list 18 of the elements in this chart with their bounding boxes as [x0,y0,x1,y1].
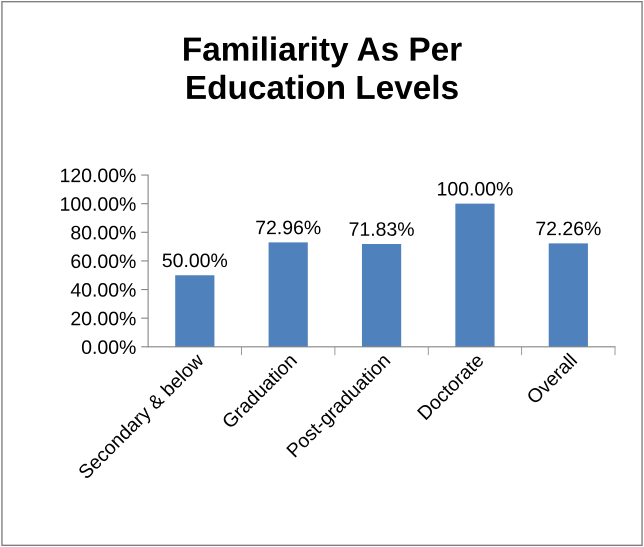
data-label: 100.00% [438,182,513,196]
data-label: 72.26% [536,222,601,236]
chart-title: Familiarity As Per Education Levels [184,36,462,100]
data-label: 71.83% [350,222,414,236]
y-tick-label: 100.00% [61,197,136,211]
bar [455,204,495,347]
bar [268,242,308,347]
data-label: 72.96% [256,220,320,234]
y-tick-label: 0.00% [82,340,136,354]
data-label: 50.00% [162,253,228,268]
y-tick-label: 20.00% [71,312,136,326]
bar [362,244,402,347]
bar [175,275,214,347]
y-tick-label: 80.00% [71,226,136,240]
y-tick-label: 120.00% [61,168,136,182]
bar [548,243,588,347]
y-tick-label: 60.00% [71,254,136,268]
y-tick-label: 40.00% [70,283,136,297]
